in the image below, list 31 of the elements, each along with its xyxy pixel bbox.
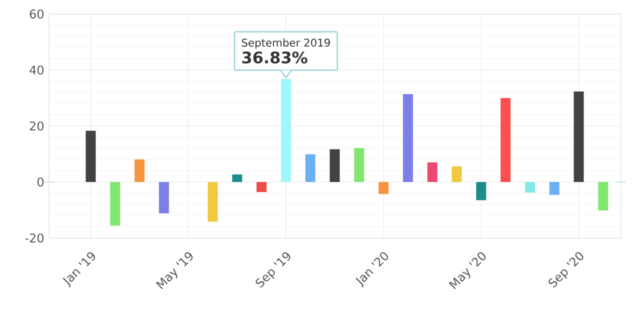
bar (500, 98, 511, 182)
bar (134, 159, 145, 182)
x-tick-label: Sep '19 (256, 252, 290, 288)
bar (452, 166, 462, 182)
bar (232, 174, 242, 182)
y-tick-label: 60 (30, 9, 44, 19)
bar (354, 148, 364, 182)
y-tick-label: 40 (30, 65, 44, 75)
data-label: 36.83% (242, 51, 308, 64)
annotation: September 2019 (242, 38, 330, 49)
y-tick-label: -20 (25, 233, 44, 243)
x-tick-label: Jan '20 (356, 252, 388, 288)
x-tick-label: Jan '19 (62, 252, 96, 288)
bar (476, 182, 486, 200)
bar (378, 182, 389, 194)
x-tick-label: Sep '20 (548, 252, 584, 288)
bar (427, 162, 438, 182)
bar (524, 182, 535, 193)
bar (330, 149, 340, 182)
bar (208, 182, 218, 222)
bar (574, 92, 584, 182)
bar (402, 94, 413, 182)
bar (598, 182, 608, 211)
bar (86, 130, 96, 182)
bar (256, 182, 267, 192)
y-tick-label: 0 (37, 177, 44, 187)
bar (305, 154, 316, 182)
bar (110, 182, 120, 226)
y-tick-label: 20 (30, 121, 44, 131)
bar (549, 182, 560, 195)
bar (158, 182, 169, 214)
